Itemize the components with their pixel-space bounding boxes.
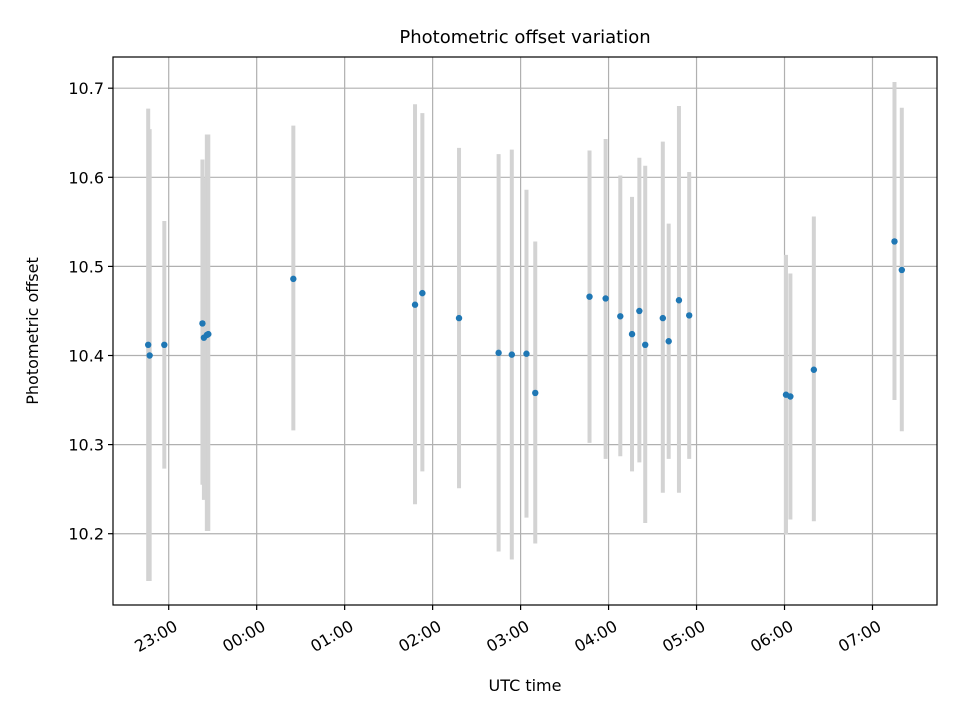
data-point (659, 314, 667, 322)
data-point (290, 275, 297, 283)
y-axis-title: Photometric offset (23, 257, 42, 405)
data-point (161, 341, 168, 349)
data-point (508, 351, 516, 358)
data-point (495, 349, 502, 357)
chart-title: Photometric offset variation (399, 27, 650, 48)
data-point (686, 312, 693, 319)
y-tick-label: 10.3 (68, 436, 104, 455)
data-point (636, 307, 643, 315)
plot-frame (112, 56, 938, 606)
data-point (602, 295, 609, 302)
data-point (144, 341, 152, 349)
y-tick-label: 10.4 (68, 347, 104, 366)
data-point (617, 313, 624, 320)
data-point (586, 293, 593, 300)
data-point (642, 341, 649, 349)
data-point (898, 266, 906, 274)
data-point (523, 350, 530, 357)
data-point (411, 301, 419, 308)
data-point (675, 297, 683, 304)
data-point (810, 366, 818, 373)
data-point (628, 330, 636, 338)
data-point (146, 352, 153, 359)
y-tick-label: 10.6 (68, 168, 104, 187)
data-point (665, 338, 672, 345)
y-tick-label: 10.7 (68, 79, 104, 98)
data-point (455, 314, 463, 322)
y-tick-label: 10.2 (68, 525, 104, 544)
data-point (419, 289, 426, 297)
data-point (787, 393, 794, 400)
x-axis-title: UTC time (489, 676, 562, 695)
y-tick-label: 10.5 (68, 257, 104, 276)
data-point (891, 238, 898, 245)
data-points (144, 238, 906, 400)
data-point (532, 389, 539, 397)
data-point (199, 320, 206, 327)
data-point (205, 330, 212, 338)
